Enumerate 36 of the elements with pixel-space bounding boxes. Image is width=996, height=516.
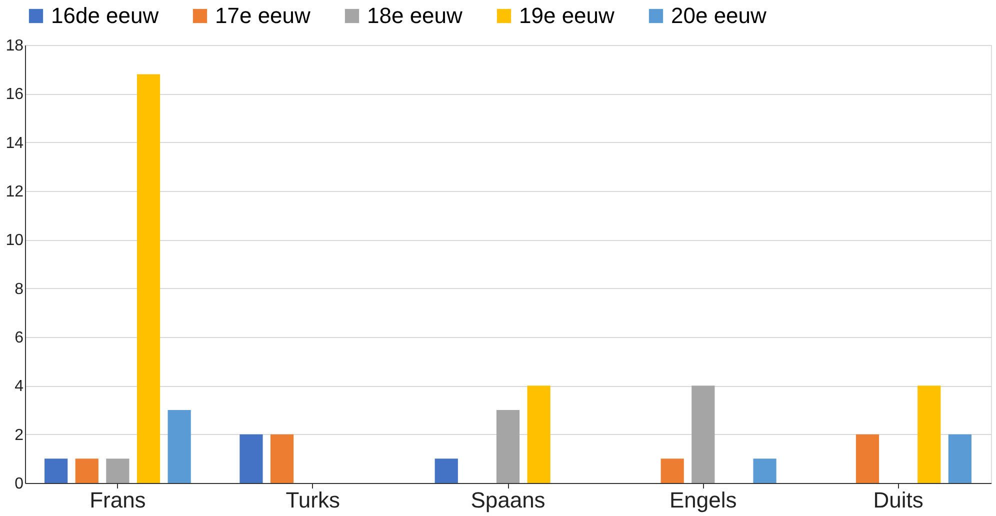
y-tick-label: 12 [6, 184, 24, 200]
bar [692, 386, 715, 483]
bar [753, 458, 776, 483]
y-tick-label: 6 [14, 330, 24, 346]
y-tick-label: 8 [14, 280, 24, 298]
bar [527, 386, 550, 483]
bar [136, 74, 160, 483]
y-tick-label: 18 [6, 38, 24, 54]
legend-label: 20e eeuw [671, 3, 767, 28]
legend-label: 19e eeuw [519, 3, 615, 28]
bar [660, 458, 684, 483]
y-tick-label: 10 [6, 232, 24, 250]
bar [270, 434, 294, 483]
bar [44, 458, 68, 483]
x-tick-label: Turks [286, 488, 340, 512]
bar [496, 410, 520, 483]
bar [106, 458, 130, 483]
legend-label: 17e eeuw [215, 3, 311, 28]
y-tick-label: 16 [6, 86, 24, 104]
x-tick-label: Frans [90, 488, 146, 512]
legend-label: 16de eeuw [51, 3, 159, 28]
bar [434, 458, 458, 483]
bar [240, 434, 263, 483]
x-tick-label: Spaans [470, 488, 546, 512]
bar [918, 386, 941, 483]
bar [856, 434, 880, 483]
bar [948, 434, 972, 483]
y-tick-label: 2 [14, 426, 24, 444]
x-tick-label: Duits [873, 488, 924, 512]
y-tick-label: 14 [6, 134, 24, 152]
bar [75, 458, 98, 483]
legend-label: 18e eeuw [367, 3, 463, 28]
y-tick-label: 0 [14, 476, 24, 492]
y-tick-label: 4 [14, 378, 24, 396]
bar [168, 410, 191, 483]
x-tick-label: Engels [670, 488, 737, 512]
